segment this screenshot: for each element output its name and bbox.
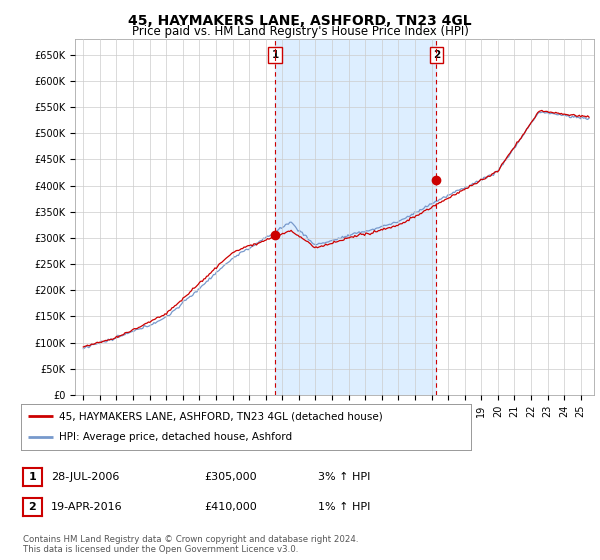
Text: Price paid vs. HM Land Registry's House Price Index (HPI): Price paid vs. HM Land Registry's House … [131, 25, 469, 38]
Text: 45, HAYMAKERS LANE, ASHFORD, TN23 4GL: 45, HAYMAKERS LANE, ASHFORD, TN23 4GL [128, 14, 472, 28]
Text: 1% ↑ HPI: 1% ↑ HPI [318, 502, 370, 512]
Text: 2: 2 [29, 502, 36, 512]
Text: £410,000: £410,000 [204, 502, 257, 512]
Text: Contains HM Land Registry data © Crown copyright and database right 2024.
This d: Contains HM Land Registry data © Crown c… [23, 535, 358, 554]
Text: 1: 1 [29, 472, 36, 482]
Text: 1: 1 [272, 50, 279, 60]
Text: 28-JUL-2006: 28-JUL-2006 [51, 472, 119, 482]
Text: £305,000: £305,000 [204, 472, 257, 482]
Text: HPI: Average price, detached house, Ashford: HPI: Average price, detached house, Ashf… [59, 432, 292, 442]
Text: 2: 2 [433, 50, 440, 60]
Text: 19-APR-2016: 19-APR-2016 [51, 502, 122, 512]
Bar [275, 39, 436, 395]
Text: 45, HAYMAKERS LANE, ASHFORD, TN23 4GL (detached house): 45, HAYMAKERS LANE, ASHFORD, TN23 4GL (d… [59, 411, 383, 421]
Text: 3% ↑ HPI: 3% ↑ HPI [318, 472, 370, 482]
